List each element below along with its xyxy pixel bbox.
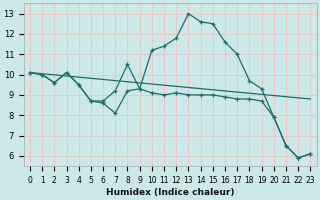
X-axis label: Humidex (Indice chaleur): Humidex (Indice chaleur) bbox=[106, 188, 235, 197]
